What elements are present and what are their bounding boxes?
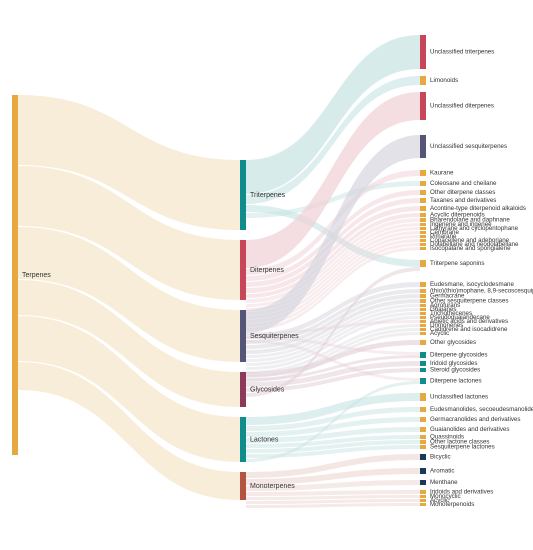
sankey-node <box>420 181 426 186</box>
sankey-node <box>420 435 426 439</box>
sankey-node <box>420 213 426 217</box>
sankey-node-label: Bicyclic <box>430 454 451 461</box>
sankey-diagram: Terpenes Triterpenes Diterpenes Sesquiterpe… <box>0 0 533 550</box>
sankey-node <box>420 294 426 298</box>
sankey-node-label: Diterpene lactones <box>430 378 482 385</box>
sankey-node-label: Guaianolides and derivatives <box>430 426 509 433</box>
sankey-node <box>420 320 426 323</box>
sankey-node <box>420 407 426 412</box>
sankey-node <box>420 308 426 311</box>
sankey-node-label: Triterpene saponins <box>430 260 484 267</box>
sankey-node-label: Germacranolides and derivatives <box>430 416 520 423</box>
sankey-node-label: Unclassified diterpenes <box>430 103 494 110</box>
sankey-node <box>240 240 246 300</box>
sankey-node <box>420 231 426 234</box>
sankey-node <box>420 454 426 460</box>
sankey-node <box>420 393 426 401</box>
sankey-node <box>420 282 426 287</box>
sankey-node <box>420 243 426 246</box>
sankey-node-label: Kaurane <box>430 170 454 177</box>
sankey-node <box>420 340 426 345</box>
sankey-node <box>420 499 426 502</box>
sankey-node <box>420 206 426 211</box>
sankey-node-label: Unclassified lactones <box>430 394 488 401</box>
sankey-node <box>420 378 426 384</box>
sankey-node-label: Coleosane and cheilane <box>430 180 497 187</box>
sankey-node-label: Steroid glycosides <box>430 367 480 374</box>
sankey-node <box>240 310 246 362</box>
sankey-node <box>420 427 426 432</box>
sankey-node <box>420 235 426 238</box>
sankey-node <box>420 440 426 444</box>
sankey-node <box>420 503 426 506</box>
sankey-node <box>420 417 426 422</box>
sankey-node-label: Monoterpenoids <box>430 501 474 508</box>
sankey-node <box>240 160 246 230</box>
sankey-node-label: Sesquiterpenes <box>250 333 299 340</box>
sankey-node-label: Triterpenes <box>250 192 286 199</box>
sankey-node-label: Unclassified triterpenes <box>430 49 494 56</box>
sankey-node-label: Menthane <box>430 479 458 486</box>
sankey-node-label: Diterpenes <box>250 267 284 274</box>
sankey-node-label: Diterpene glycosides <box>430 352 487 359</box>
sankey-node <box>420 495 426 498</box>
sankey-node-label: Taxanes and derivatives <box>430 197 496 204</box>
sankey-node-label: Unclassified sesquiterpenes <box>430 143 507 150</box>
sankey-node <box>420 312 426 315</box>
sankey-node <box>420 368 426 372</box>
sankey-node-label: Isocopalane and spongialene <box>430 245 511 252</box>
sankey-node <box>420 76 426 85</box>
sankey-node <box>420 223 426 226</box>
sankey-node <box>420 332 426 335</box>
sankey-node <box>240 417 246 462</box>
sankey-node <box>240 472 246 500</box>
sankey-node-label: Sesquiterpene lactones <box>430 444 495 451</box>
sankey-node-label: Limonoids <box>430 77 458 84</box>
sankey-node <box>420 227 426 230</box>
sankey-node-label: Other glycosides <box>430 339 476 346</box>
sankey-node <box>420 316 426 319</box>
sankey-node <box>420 135 426 158</box>
sankey-node <box>240 372 246 407</box>
sankey-node <box>420 92 426 120</box>
sankey-node <box>420 445 426 449</box>
sankey-node <box>420 289 426 293</box>
sankey-node <box>420 304 426 307</box>
sankey-node <box>420 170 426 176</box>
sankey-node <box>420 299 426 303</box>
sankey-node <box>420 198 426 203</box>
sankey-node <box>12 95 18 455</box>
sankey-node <box>420 260 426 267</box>
sankey-node <box>420 352 426 358</box>
sankey-node-label: Eudesmanolides, secoeudesmanolides <box>430 406 533 413</box>
sankey-node <box>420 35 426 69</box>
sankey-node-label: Monoterpenes <box>250 483 295 490</box>
sankey-node <box>420 324 426 327</box>
sankey-node-label: Aromatic <box>430 468 454 475</box>
sankey-node <box>420 480 426 485</box>
sankey-node <box>420 361 426 366</box>
sankey-links <box>18 35 420 508</box>
sankey-node <box>420 490 426 494</box>
sankey-node-label: Acyclic <box>430 330 449 337</box>
sankey-node-label: Terpenes <box>22 272 51 279</box>
sankey-node <box>420 218 426 222</box>
sankey-node <box>420 247 426 250</box>
sankey-node <box>420 239 426 242</box>
sankey-node <box>420 468 426 474</box>
sankey-node <box>420 190 426 195</box>
sankey-node-label: Other diterpene classes <box>430 189 495 196</box>
sankey-node-label: Glycosides <box>250 386 285 393</box>
sankey-node <box>420 328 426 331</box>
sankey-node-label: Lactones <box>250 436 279 443</box>
